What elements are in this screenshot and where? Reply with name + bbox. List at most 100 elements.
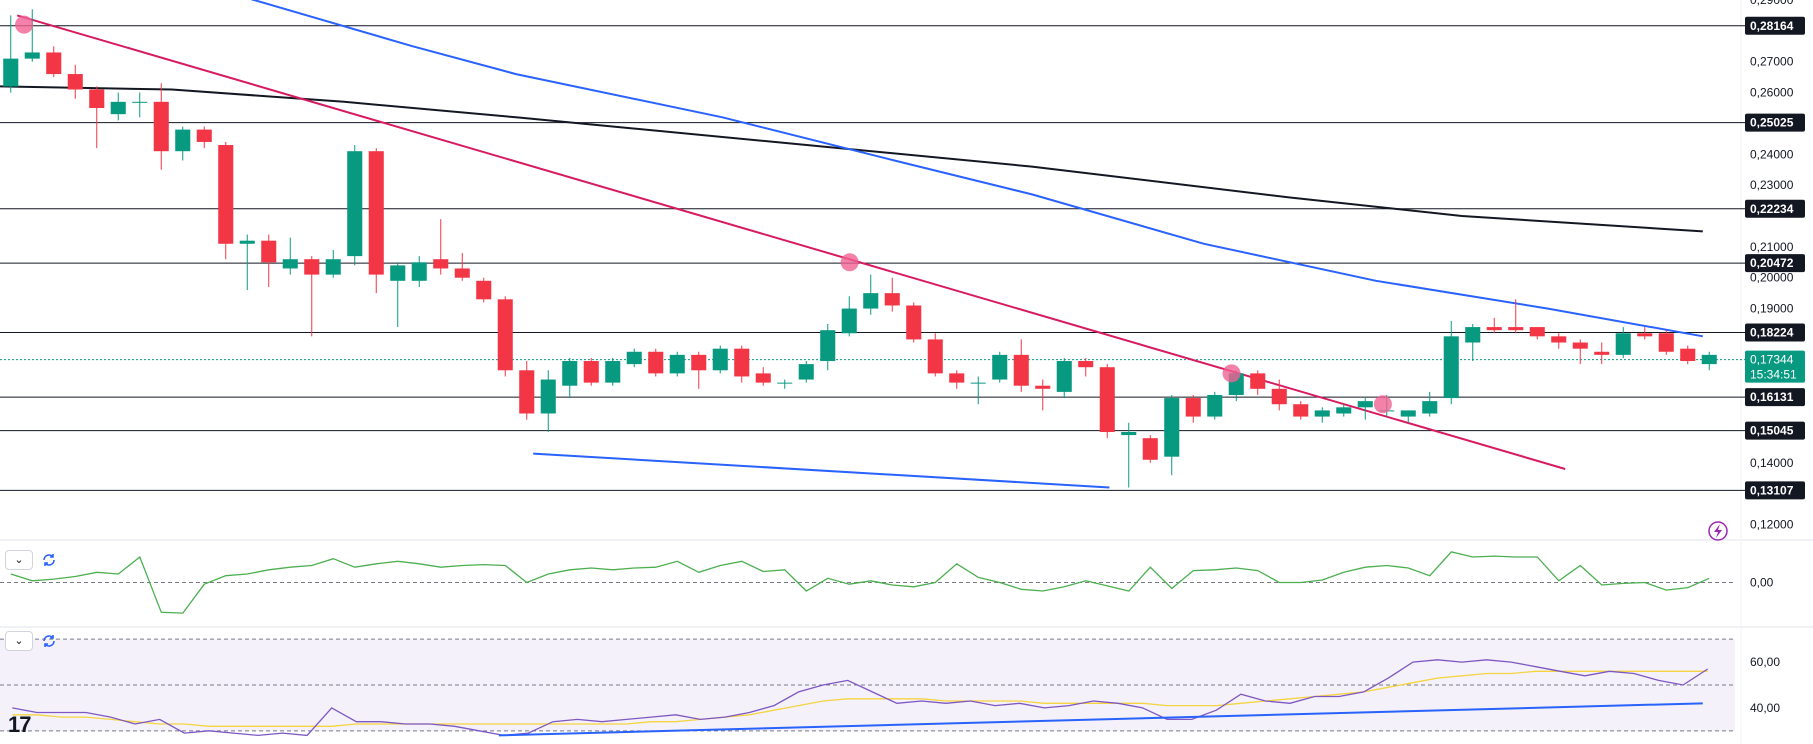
candle-body[interactable] — [1035, 385, 1051, 389]
candle-body[interactable] — [110, 101, 126, 115]
candle-body[interactable] — [153, 101, 169, 152]
candle-body[interactable] — [497, 299, 513, 371]
price-tick: 0,12000 — [1750, 518, 1794, 532]
candle-body[interactable] — [89, 89, 105, 108]
candle-body[interactable] — [454, 268, 470, 278]
oscillator-collapse-button[interactable]: ⌄ — [5, 550, 33, 570]
tradingview-logo: 17 — [8, 712, 32, 737]
oscillator-refresh-icon[interactable] — [41, 552, 57, 568]
candle-body[interactable] — [1400, 410, 1416, 417]
candle-body[interactable] — [390, 265, 406, 281]
candle-body[interactable] — [648, 351, 664, 374]
candle-body[interactable] — [1078, 361, 1094, 368]
trendline-support — [533, 452, 1110, 489]
candle-body[interactable] — [325, 259, 341, 275]
candle-body[interactable] — [1594, 351, 1610, 355]
rsi-ma-line — [12, 670, 1708, 727]
candle-body[interactable] — [863, 293, 879, 309]
candle-body[interactable] — [691, 354, 707, 371]
rsi-tick: 40,00 — [1750, 701, 1780, 715]
level-label-box — [1745, 421, 1805, 440]
candle-body[interactable] — [712, 348, 728, 371]
candle-body[interactable] — [1314, 410, 1330, 417]
candle-body[interactable] — [562, 361, 578, 386]
candle-body[interactable] — [820, 330, 836, 362]
candle-body[interactable] — [368, 151, 384, 275]
candle-body[interactable] — [798, 364, 814, 380]
candle-body[interactable] — [927, 339, 943, 374]
level-label: 0,16131 — [1750, 390, 1794, 404]
candle-body[interactable] — [1529, 327, 1545, 337]
level-label-box — [1745, 481, 1805, 500]
level-label: 0,15045 — [1750, 424, 1794, 438]
candle-body[interactable] — [46, 52, 62, 75]
candle-body[interactable] — [1465, 327, 1481, 343]
candle-body[interactable] — [992, 354, 1008, 380]
candle-body[interactable] — [175, 129, 191, 152]
candle-body[interactable] — [282, 259, 298, 269]
candle-body[interactable] — [476, 280, 492, 300]
level-label: 0,13107 — [1750, 483, 1794, 497]
candle-body[interactable] — [669, 354, 685, 374]
candle-body[interactable] — [906, 305, 922, 340]
rsi-tick: 60,00 — [1750, 655, 1780, 669]
candle-body[interactable] — [1508, 327, 1524, 331]
candle-body[interactable] — [1486, 327, 1502, 331]
candle-body[interactable] — [132, 101, 148, 103]
candle-body[interactable] — [1164, 398, 1180, 457]
candle-body[interactable] — [519, 370, 535, 414]
candle-body[interactable] — [777, 382, 793, 384]
candle-body[interactable] — [1551, 336, 1567, 343]
candle-body[interactable] — [3, 58, 19, 87]
candle-body[interactable] — [67, 74, 83, 90]
rsi-refresh-icon[interactable] — [41, 633, 57, 649]
candle-body[interactable] — [841, 308, 857, 334]
candle-body[interactable] — [734, 348, 750, 377]
candle-body[interactable] — [24, 52, 40, 59]
candle-body[interactable] — [1185, 398, 1201, 417]
flash-icon[interactable] — [1708, 521, 1728, 541]
candle-body[interactable] — [218, 145, 234, 244]
candle-body[interactable] — [884, 293, 900, 306]
candle-body[interactable] — [1013, 354, 1029, 386]
candle-body[interactable] — [1250, 373, 1266, 389]
candle-body[interactable] — [583, 361, 599, 383]
level-label-box — [1745, 388, 1805, 407]
candle-body[interactable] — [605, 361, 621, 383]
price-tick: 0,21000 — [1750, 240, 1794, 254]
candle-body[interactable] — [540, 379, 556, 414]
candle-body[interactable] — [1701, 354, 1717, 365]
level-label: 0,25025 — [1750, 116, 1794, 130]
candle-body[interactable] — [626, 351, 642, 365]
candle-body[interactable] — [261, 240, 277, 263]
candle-body[interactable] — [1056, 361, 1072, 392]
candle-body[interactable] — [1142, 438, 1158, 460]
candle-body[interactable] — [1336, 407, 1352, 414]
rsi-line — [12, 659, 1709, 737]
candle-body[interactable] — [1422, 401, 1438, 414]
candle-body[interactable] — [347, 151, 363, 257]
candle-body[interactable] — [1357, 401, 1373, 408]
candle-body[interactable] — [304, 259, 320, 275]
candle-body[interactable] — [1207, 394, 1223, 417]
candle-body[interactable] — [411, 262, 427, 281]
candle-body[interactable] — [970, 382, 986, 384]
candle-body[interactable] — [1637, 333, 1653, 337]
candle-body[interactable] — [1615, 333, 1631, 355]
candle-body[interactable] — [1121, 432, 1137, 436]
candle-body[interactable] — [1293, 404, 1309, 417]
candle-body[interactable] — [1443, 336, 1459, 399]
candle-body[interactable] — [239, 240, 255, 244]
candle-body[interactable] — [1658, 333, 1674, 352]
candle-body[interactable] — [949, 373, 965, 383]
candle-body[interactable] — [1680, 348, 1696, 362]
candle-body[interactable] — [1572, 342, 1588, 349]
candle-body[interactable] — [1099, 367, 1115, 432]
price-tick: 0,27000 — [1750, 55, 1794, 69]
rsi-collapse-button[interactable]: ⌄ — [5, 631, 33, 651]
candle-body[interactable] — [755, 373, 771, 383]
candle-body[interactable] — [1271, 388, 1287, 405]
candle-body[interactable] — [196, 129, 212, 142]
candle-body[interactable] — [433, 259, 449, 269]
